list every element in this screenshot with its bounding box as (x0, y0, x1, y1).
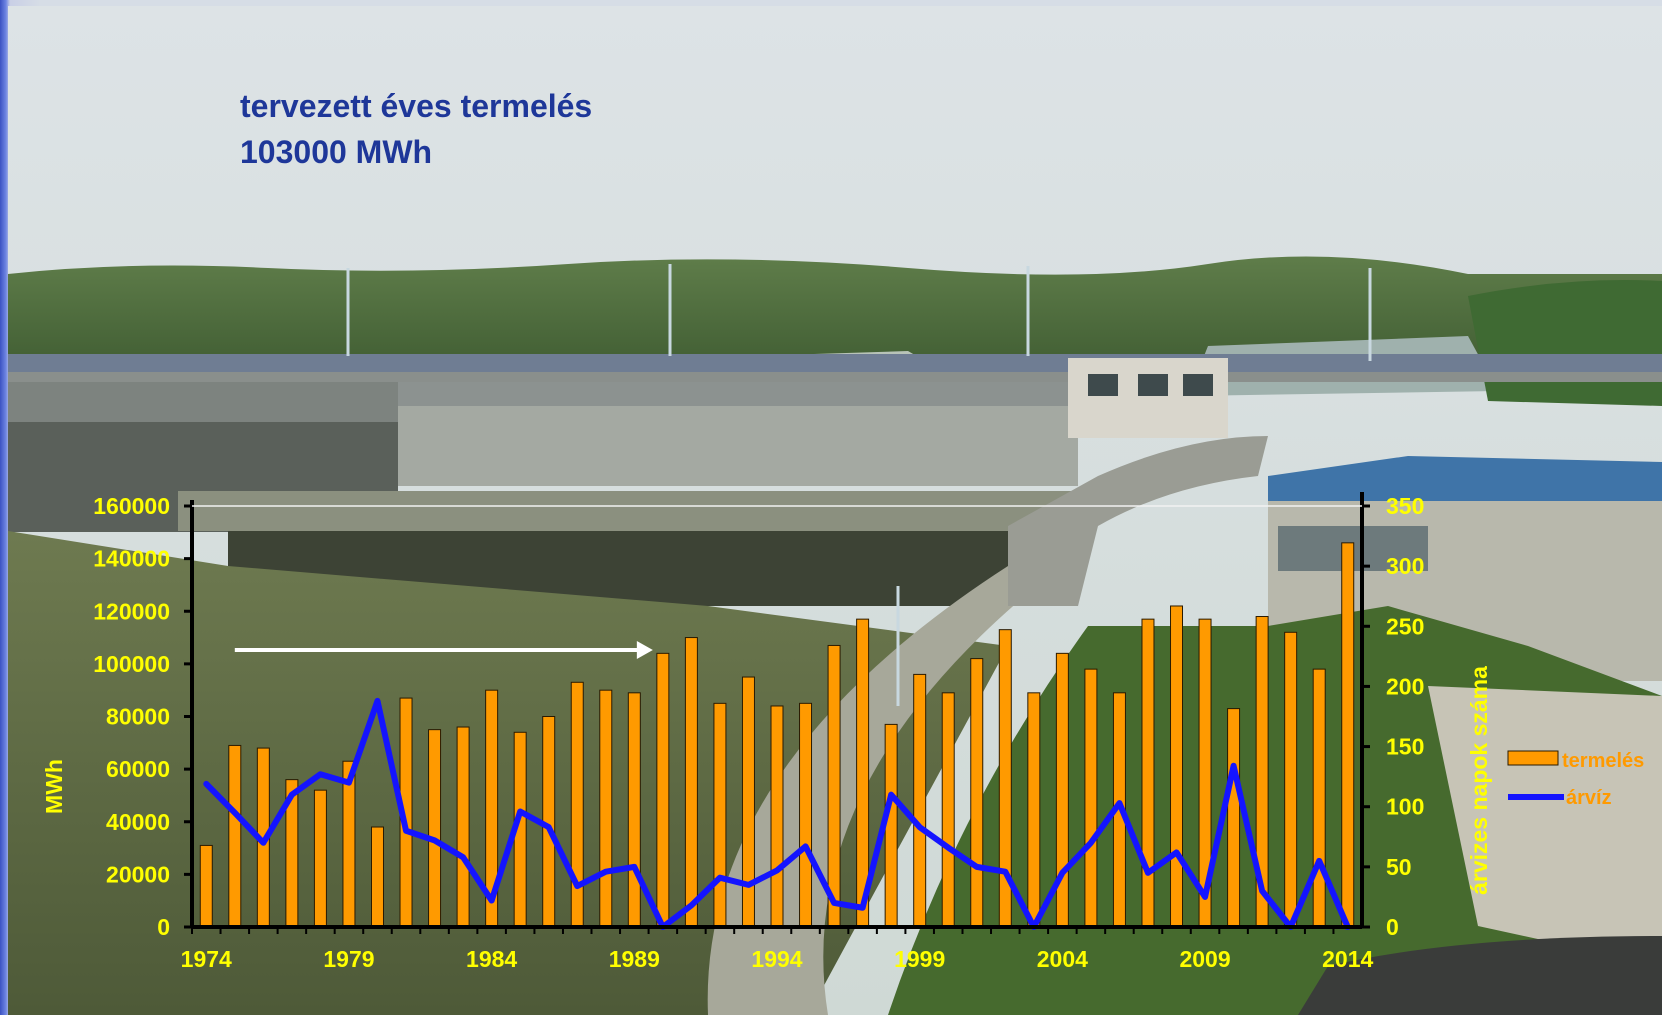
bar-1980 (370, 826, 384, 928)
bar-1989 (627, 692, 641, 928)
bar-1991 (684, 637, 698, 928)
bar-2013 (1312, 668, 1326, 928)
bar-1994 (770, 705, 784, 928)
left-tick-label-140000: 140000 (93, 546, 170, 572)
left-tick-label-120000: 120000 (93, 598, 170, 624)
left-tick-label-100000: 100000 (93, 651, 170, 677)
left-tick-label-80000: 80000 (106, 704, 170, 730)
planned-production-arrowhead (636, 640, 653, 659)
x-tick-label-1974: 1974 (181, 946, 232, 972)
x-tick-label-1994: 1994 (751, 946, 802, 972)
right-tick-label-350: 350 (1386, 493, 1424, 519)
bar-1999 (913, 673, 927, 928)
x-tick-label-2004: 2004 (1037, 946, 1088, 972)
bar-1992 (713, 702, 727, 928)
bar-1974 (199, 844, 213, 928)
left-tick-label-160000: 160000 (93, 493, 170, 519)
bar-1982 (428, 729, 442, 928)
bar-1975 (228, 744, 242, 928)
x-tick-label-1989: 1989 (609, 946, 660, 972)
bar-2010 (1227, 708, 1241, 928)
bar-1983 (456, 726, 470, 928)
legend-label-arviz: árvíz (1566, 787, 1612, 809)
legend-label-termeles: termelés (1562, 750, 1644, 772)
bar-1978 (313, 789, 327, 928)
left-tick-label-20000: 20000 (106, 861, 170, 887)
bar-1990 (656, 652, 670, 928)
bar-2000 (941, 692, 955, 928)
left-tick-label-60000: 60000 (106, 756, 170, 782)
left-axis-title: MWh (41, 759, 67, 814)
bar-1988 (599, 689, 613, 928)
bar-2008 (1170, 605, 1184, 928)
right-tick-label-100: 100 (1386, 794, 1424, 820)
bar-1993 (741, 676, 755, 928)
dam-photo-background (8, 6, 1662, 1015)
bar-1979 (342, 760, 356, 928)
bar-2007 (1141, 618, 1155, 928)
right-axis-title: árvizes napok száma (1466, 666, 1492, 895)
bar-1987 (570, 681, 584, 928)
x-tick-label-2009: 2009 (1179, 946, 1230, 972)
x-tick-label-2014: 2014 (1322, 946, 1373, 972)
bar-1996 (827, 644, 841, 928)
right-tick-label-300: 300 (1386, 553, 1424, 579)
bar-2014 (1341, 542, 1355, 928)
bar-2001 (970, 658, 984, 928)
right-tick-label-0: 0 (1386, 914, 1399, 940)
x-tick-label-1979: 1979 (323, 946, 374, 972)
planned-production-value: 103000 MWh (240, 134, 433, 170)
legend-swatch-termeles (1507, 750, 1559, 766)
bar-1998 (884, 723, 898, 928)
right-tick-label-150: 150 (1386, 734, 1424, 760)
bar-2012 (1284, 631, 1298, 928)
flood-days-line (203, 697, 1351, 930)
bar-2005 (1084, 668, 1098, 928)
planned-production-label: tervezett éves termelés (240, 88, 593, 124)
left-tick-label-40000: 40000 (106, 809, 170, 835)
bar-1995 (799, 702, 813, 928)
bar-2003 (1027, 692, 1041, 928)
x-tick-label-1999: 1999 (894, 946, 945, 972)
x-tick-label-1984: 1984 (466, 946, 517, 972)
right-tick-label-200: 200 (1386, 673, 1424, 699)
right-tick-label-50: 50 (1386, 854, 1412, 880)
left-tick-label-0: 0 (157, 914, 170, 940)
right-tick-label-250: 250 (1386, 613, 1424, 639)
